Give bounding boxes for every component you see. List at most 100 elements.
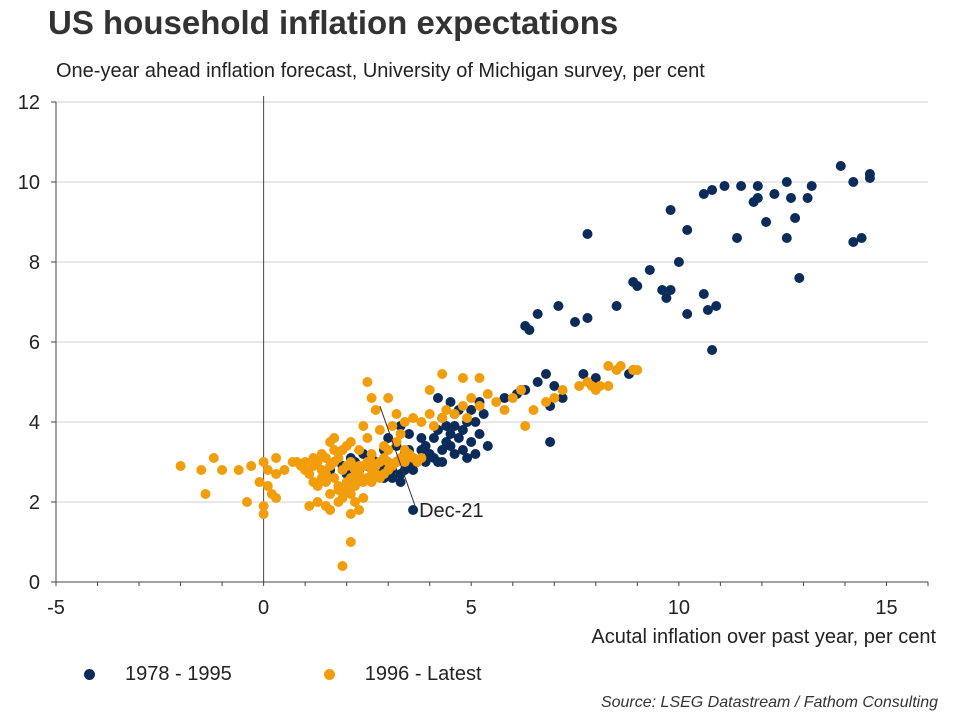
point-1996-latest [437,413,448,423]
point-1996-latest [408,413,419,423]
point-1996-latest [345,537,356,547]
point-1978-1995 [453,433,464,443]
point-1996-latest [482,389,493,399]
legend: 1978 - 1995 1996 - Latest [84,660,574,688]
point-1996-latest [358,421,369,431]
point-1996-latest [370,405,381,415]
point-1996-latest [595,381,605,391]
point-1996-latest [258,501,269,511]
point-1978-1995 [437,457,448,467]
point-1996-latest [350,497,360,507]
point-1978-1995 [790,213,801,223]
point-1996-latest [175,461,186,471]
gridlines [56,101,928,503]
point-1978-1995 [416,445,427,455]
point-1978-1995 [545,437,556,447]
point-1996-latest [516,385,527,395]
point-1978-1995 [736,181,747,191]
point-1996-latest [329,433,340,443]
point-1996-latest [358,493,369,503]
point-1996-latest [329,445,340,455]
point-1978-1995 [532,377,543,387]
point-1996-latest [528,405,539,415]
point-1996-latest [615,361,626,371]
point-1996-latest [457,373,468,383]
point-1996-latest [329,473,340,483]
point-1996-latest [395,429,406,439]
point-1996-latest [457,401,468,411]
point-1978-1995 [404,429,414,439]
point-1996-latest [350,473,360,483]
point-1978-1995 [864,173,875,183]
point-1978-1995 [428,433,439,443]
point-1996-latest [262,481,273,491]
point-1978-1995 [499,393,510,403]
point-1996-latest [304,501,315,511]
point-1996-latest [387,421,398,431]
point-1996-latest [366,393,377,403]
point-1996-latest [416,417,427,427]
point-1996-latest [217,465,228,475]
point-1978-1995 [786,193,796,203]
point-1996-latest [574,381,585,391]
x-axis-label: Acutal inflation over past year, per cen… [591,626,936,648]
point-1996-latest [366,449,377,459]
point-1996-latest [300,457,311,467]
point-1996-latest [233,465,244,475]
y-tick-label: 12 [18,92,40,114]
point-1996-latest [196,465,207,475]
point-1996-latest [549,393,560,403]
point-1978-1995 [707,185,718,195]
point-1996-latest [424,385,435,395]
point-1996-latest [316,473,327,483]
point-1978-1995 [665,285,676,295]
point-1996-latest [366,477,377,487]
point-1978-1995 [748,197,759,207]
data-points [175,161,875,571]
point-1996-latest [632,365,643,375]
point-1996-latest [350,481,360,491]
point-1978-1995 [466,437,477,447]
point-1996-latest [345,457,356,467]
point-1978-1995 [848,177,859,187]
point-1996-latest [312,497,323,507]
point-1978-1995 [408,465,419,475]
point-1996-latest [345,509,356,519]
point-1978-1995 [590,373,601,383]
point-1996-latest [399,457,410,467]
point-1996-latest [362,433,373,443]
annotation-leader-line [379,405,416,507]
point-1978-1995 [541,369,551,379]
point-1978-1995 [769,189,780,199]
point-1978-1995 [416,433,427,443]
point-1978-1995 [698,289,709,299]
x-tick-label: -5 [47,597,65,619]
point-1996-latest [499,405,510,415]
point-1996-latest [325,489,336,499]
legend-item-1996-latest: 1996 - Latest [323,663,482,686]
point-1978-1995 [445,397,456,407]
point-1996-latest [337,561,348,571]
point-1996-latest [437,369,448,379]
x-tick-label: 0 [258,597,269,619]
point-1996-latest [279,465,290,475]
point-1978-1995 [848,237,859,247]
point-1978-1995 [532,309,543,319]
point-1978-1995 [433,393,443,403]
point-1996-latest [391,437,402,447]
source-note: Source: LSEG Datastream / Fathom Consult… [600,694,938,711]
point-1996-latest [242,497,252,507]
point-1978-1995 [482,441,493,451]
point-1978-1995 [557,393,568,403]
point-1978-1995 [445,429,456,439]
point-1978-1995 [794,273,805,283]
point-1978-1995 [661,293,672,303]
annotation: Dec-21 [379,405,484,522]
point-1978-1995 [732,233,742,243]
point-1996-latest [428,421,439,431]
point-1978-1995 [781,233,792,243]
point-1996-latest [271,493,282,503]
point-1978-1995 [611,301,622,311]
axes: 0 2 4 6 8 10 12 -5 0 5 10 15 [18,92,929,619]
point-1996-latest [362,377,373,387]
